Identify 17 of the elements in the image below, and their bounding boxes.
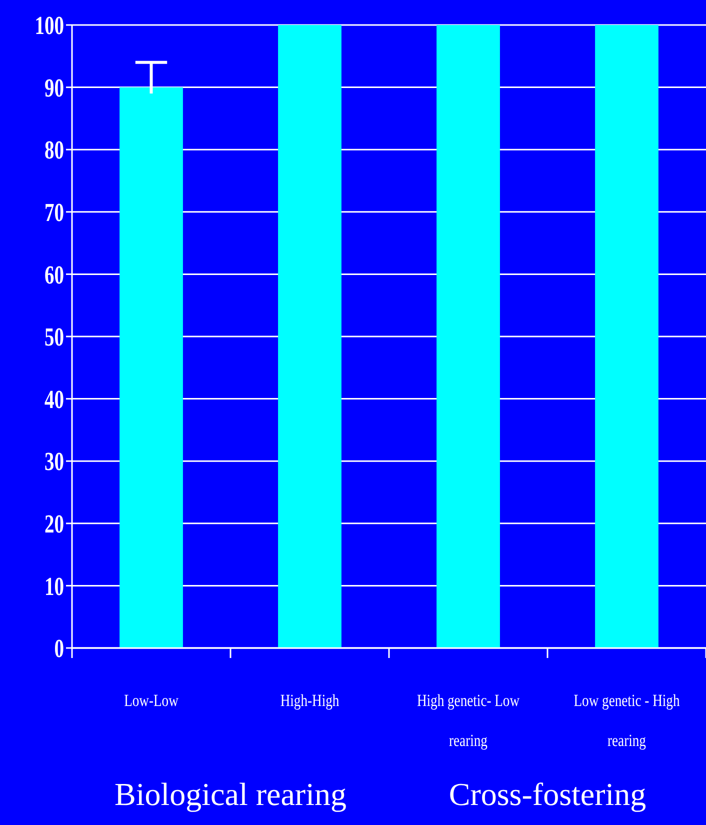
x-tick-label: Low-Low	[124, 692, 180, 710]
category-label: Low genetic - High rearing	[574, 692, 680, 750]
y-tick-label: 90	[44, 74, 64, 102]
y-tick-label: 80	[44, 136, 64, 164]
text: Cross-fostering	[448, 776, 646, 812]
y-tick-label: 20	[44, 510, 64, 538]
y-tick-label: 0	[54, 634, 64, 663]
y-tick-label: 30	[44, 448, 64, 476]
y-tick-label: 70	[44, 198, 64, 227]
y-tick-label: 50	[44, 322, 64, 352]
y-tick-label: 10	[44, 572, 64, 600]
x-tick-label: High-High	[280, 692, 340, 710]
y-tick-label: 100	[34, 11, 64, 40]
text: Biological rearing	[114, 776, 346, 812]
y-tick-label: 60	[44, 260, 64, 289]
y-tick-label: 40	[44, 385, 64, 414]
category-label: High genetic- Low rearing	[416, 692, 520, 750]
